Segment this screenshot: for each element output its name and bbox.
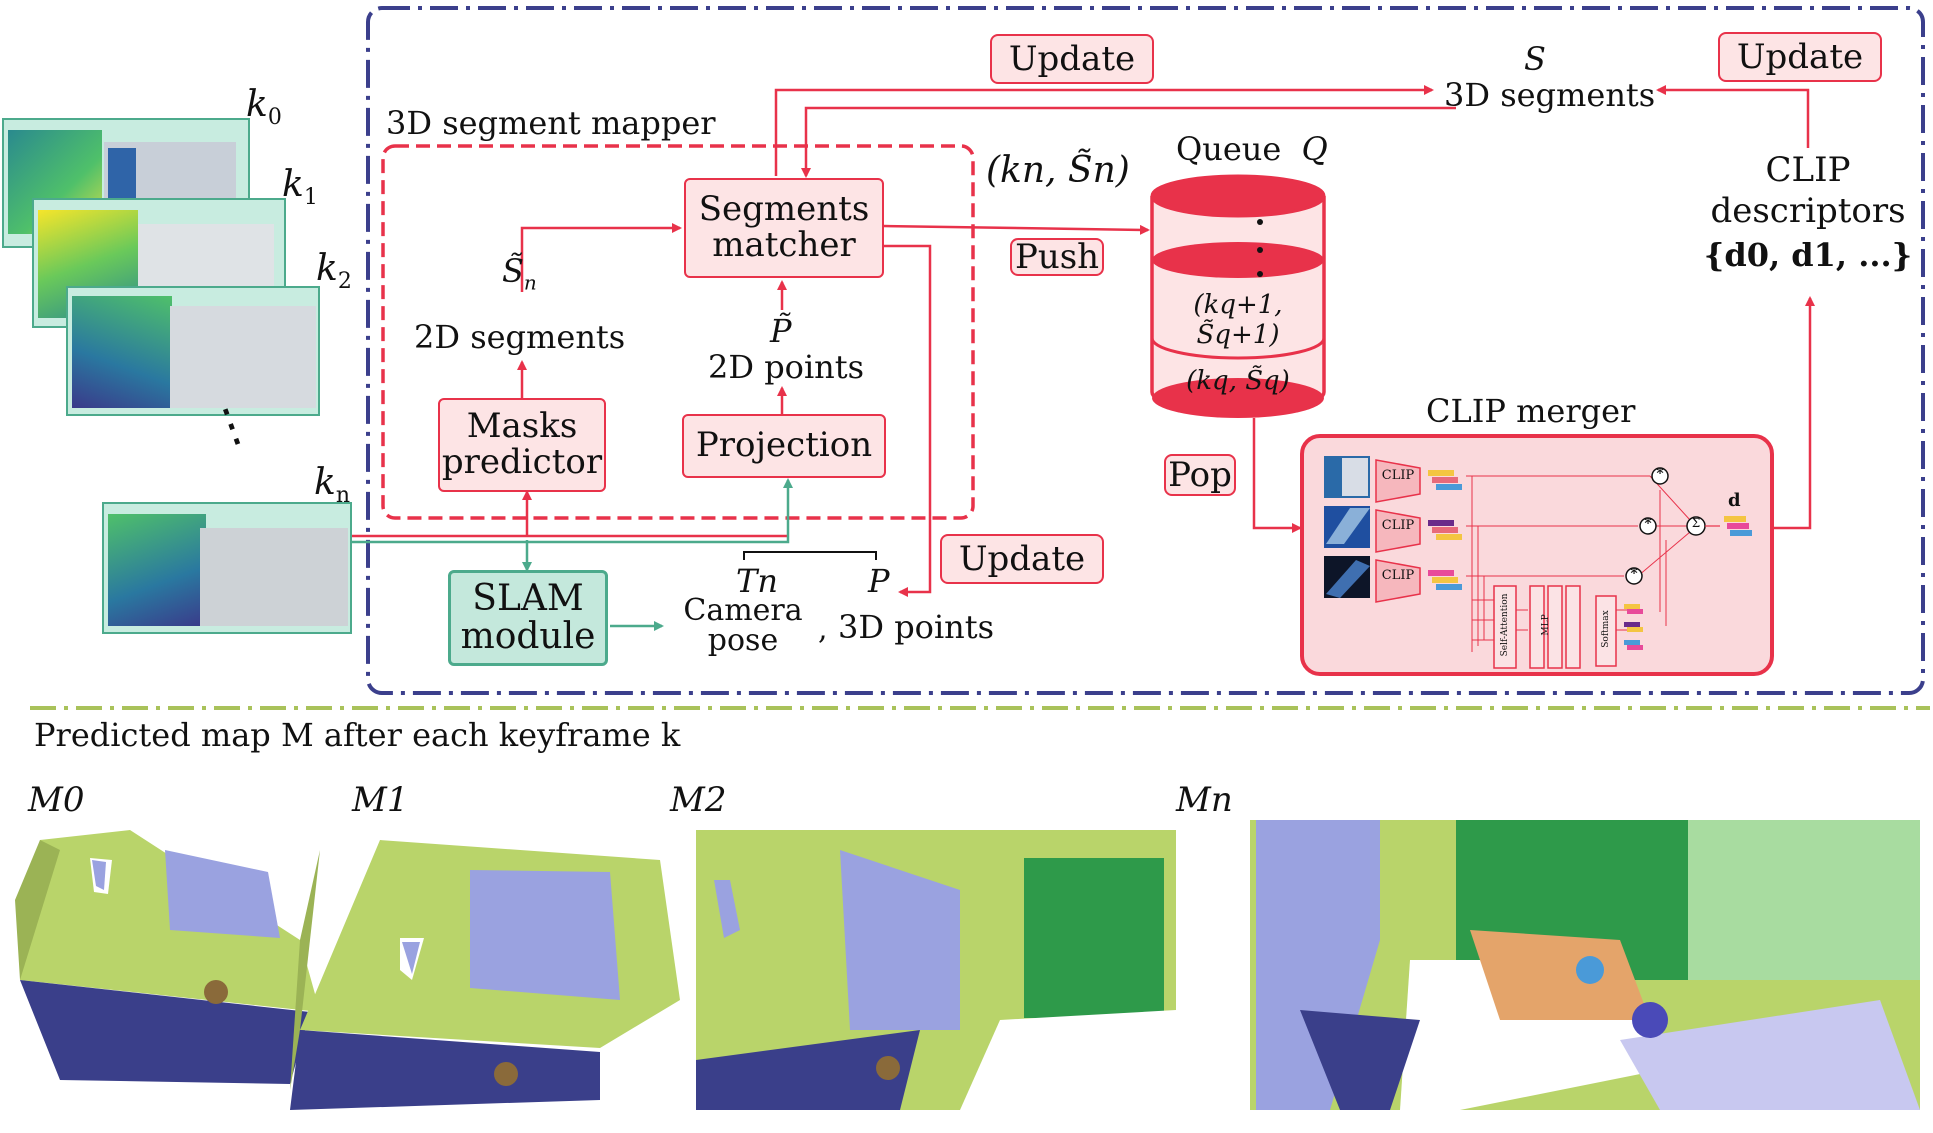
update-tag-right: Update [1718,32,1882,82]
clip-merger-box [1300,434,1774,676]
keyframe-2 [66,286,320,416]
merger-wires [1466,475,1691,652]
map-label-1: M1 [352,780,409,820]
update-tag-bottom: Update [940,534,1104,584]
mult-node-2 [1639,517,1657,535]
mapper-title: 3D segment mapper [386,104,716,142]
map-render-n [1250,820,1920,1110]
softmax-block [1595,595,1617,667]
camera-pose-label: Camera pose [683,593,803,658]
map-render-0 [15,830,320,1084]
points-3d-label: 3D points [838,608,995,646]
self-attention-block [1493,585,1517,669]
p-symbol: P [868,562,890,600]
arrow-update-right [1656,85,1810,148]
arrow-segments-down [801,106,1456,178]
weight-stacks [1624,604,1643,650]
clip-merger-label: CLIP merger [1426,392,1636,430]
bracket-pose-points [743,551,877,560]
clip-descriptors-label: CLIP descriptors [1710,150,1906,231]
map-label-2: M2 [670,780,727,820]
segments-2d-symbol: S̃n [502,252,537,295]
mlp-label: MLP [1541,614,1551,636]
clip-label-1: CLIP [1381,468,1415,483]
points-2d-label: 2D points [708,348,865,386]
push-tag: Push [1010,237,1104,277]
update-tag-top: Update [990,34,1154,84]
keyframe-label-2: k2 [316,248,352,295]
arrow-update-top [774,85,1434,176]
tn-symbol: Tn [736,562,778,600]
arrow-merger-out [1774,296,1815,530]
arrow-update-points [884,244,932,597]
descriptor-d: d [1728,490,1741,511]
pipeline-frame [366,6,1925,695]
clip-encoder-3 [1375,559,1421,603]
clip-encoder-2 [1375,509,1421,553]
clip-label-2: CLIP [1381,518,1415,533]
map-label-n: Mn [1176,780,1233,820]
clip-label-3: CLIP [1381,568,1415,583]
segments-matcher-box: Segments matcher [684,178,884,278]
points-2d-symbol: P̃ [770,312,792,350]
arrow-push [883,224,1150,235]
keyframe-ellipsis: ⋮ [200,391,262,459]
sum-symbol: Σ [1691,516,1701,530]
mult-symbol-3: * [1630,566,1638,582]
feature-stack-3 [1428,570,1462,590]
keyframe-label-1: k1 [282,164,318,211]
mlp-block-2 [1547,585,1563,669]
segments-3d-symbol: S [1524,40,1546,78]
clip-encoder-1 [1375,459,1421,503]
mult-node-1 [1651,467,1669,485]
clip-descriptor-set: {d0, d1, ...} [1703,236,1913,274]
softmax-label: Softmax [1601,610,1611,648]
mlp-block-3 [1565,585,1581,669]
queue-label: Queue Q [1176,130,1328,168]
queue-item-1: (kq+1, S̃q+1) [1193,290,1283,350]
keyframe-label-n: kn [314,462,350,509]
slam-module-box: SLAM module [448,570,608,666]
projection-box: Projection [682,414,886,478]
feature-stack-2 [1428,520,1462,540]
kn-sn-label: (kn, S̃n) [986,150,1130,191]
keyframe-label-0: k0 [246,84,282,131]
queue-item-2: (kq, S̃q) [1186,366,1290,396]
queue-cylinder [1150,174,1326,418]
map-render-2 [696,830,1176,1110]
keyframe-n [102,502,352,634]
comma-separator: , [818,612,828,647]
mult-symbol-2: * [1644,516,1652,532]
arrow-segments-to-matcher [520,223,682,292]
mapper-box [381,144,975,520]
mlp-block-1 [1529,585,1545,669]
mult-node-3 [1625,567,1643,585]
map-renders [15,820,1920,1110]
output-descriptor [1724,516,1752,536]
line-kn-green [352,478,793,544]
masks-predictor-box: Masks predictor [438,398,606,492]
map-render-1 [290,840,680,1110]
segments-3d-label: 3D segments [1444,76,1656,114]
feature-stack-1 [1428,470,1462,490]
segments-2d-label: 2D segments [414,318,626,356]
mult-symbol-1: * [1656,466,1664,482]
pop-tag: Pop [1164,454,1236,496]
arrow-pop [1252,418,1302,533]
map-label-0: M0 [28,780,85,820]
bottom-caption: Predicted map M after each keyframe k [34,716,681,754]
self-attention-label: Self-Attention [1500,593,1510,657]
